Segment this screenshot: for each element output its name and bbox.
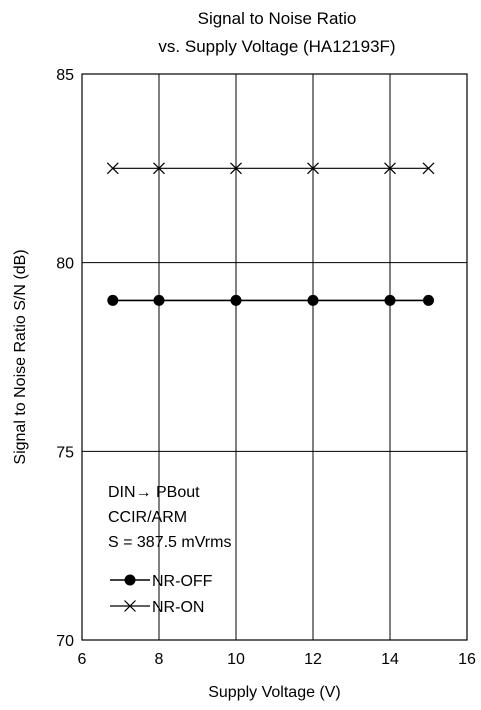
plot-frame: [81, 73, 468, 641]
x-tick-label: 12: [304, 651, 322, 668]
y-tick-label: 80: [56, 256, 74, 273]
point-nr-off: [107, 294, 119, 306]
series-layer: [106, 162, 435, 306]
point-nr-on: [106, 162, 119, 175]
x-tick-label: 14: [381, 651, 399, 668]
legend-marker-nr-on: [124, 600, 136, 612]
point-nr-off: [384, 294, 396, 306]
legend-label-nr-on: NR-ON: [152, 599, 204, 616]
point-nr-on: [422, 162, 435, 175]
point-nr-on: [153, 162, 165, 175]
chart-title-line-1: Signal to Noise Ratio: [198, 9, 357, 28]
point-nr-off: [423, 294, 434, 306]
legend-label-nr-off: NR-OFF: [152, 573, 213, 590]
x-tick-labels: 6 8 10 12 14 16: [78, 651, 476, 668]
y-tick-label: 70: [56, 633, 74, 650]
x-tick-label: 6: [78, 651, 87, 668]
grid: [82, 74, 467, 640]
legend: NR-OFF NR-ON: [110, 573, 213, 616]
legend-marker-nr-off: [124, 574, 136, 586]
x-axis-label: Supply Voltage (V): [208, 684, 341, 701]
point-nr-on: [230, 162, 242, 175]
annotation-line-2: CCIR/ARM: [108, 509, 187, 526]
y-axis-label: Signal to Noise Ratio S/N (dB): [12, 249, 29, 464]
y-tick-labels: 70 75 80 85: [56, 67, 74, 650]
chart-title: Signal to Noise Ratio vs. Supply Voltage…: [158, 9, 395, 56]
point-nr-off: [153, 294, 165, 306]
point-nr-on: [384, 162, 396, 175]
y-tick-label: 75: [56, 444, 74, 461]
x-tick-label: 8: [155, 651, 164, 668]
chart-title-line-2: vs. Supply Voltage (HA12193F): [158, 37, 395, 56]
x-tick-label: 16: [458, 651, 476, 668]
annotation-line-1: DIN→ PBout: [108, 484, 200, 501]
y-tick-label: 85: [56, 67, 74, 84]
point-nr-off: [307, 294, 319, 306]
x-tick-label: 10: [227, 651, 245, 668]
point-nr-on: [307, 162, 319, 175]
annotation: DIN→ PBout CCIR/ARM S = 387.5 mVrms: [108, 484, 231, 551]
annotation-line-3: S = 387.5 mVrms: [108, 534, 231, 551]
point-nr-off: [230, 294, 242, 306]
